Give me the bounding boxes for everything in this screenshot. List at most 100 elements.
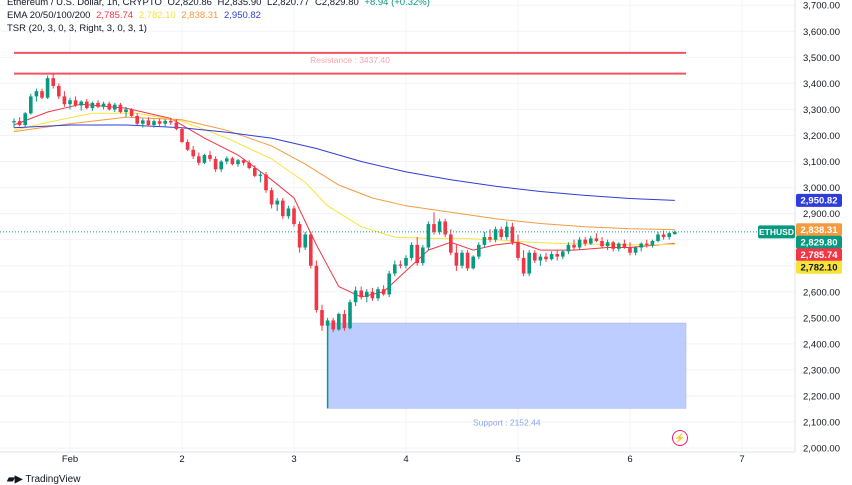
candle: [163, 119, 167, 128]
legend-symbol-line: Ethereum / U.S. Dollar, 1h, CRYPTO O2,82…: [7, 0, 433, 8]
candle: [421, 244, 425, 266]
candle: [460, 250, 464, 269]
candle: [135, 113, 139, 126]
candle: [314, 260, 319, 313]
candle: [281, 197, 285, 219]
candle: [432, 212, 436, 235]
candle: [152, 119, 156, 128]
price-axis[interactable]: 2,000.00 2,100.00 2,200.00 2,300.00 2,400.00…: [794, 0, 840, 455]
candle: [600, 237, 604, 248]
candle: [101, 101, 106, 110]
x-tick-label: 2: [179, 454, 184, 465]
ema-20-line: [13, 103, 675, 298]
time-axis[interactable]: Feb 2 3 4 5 6 7: [0, 451, 795, 465]
candle: [639, 242, 643, 252]
candle: [275, 197, 279, 212]
candle: [337, 312, 341, 331]
candle: [219, 160, 223, 172]
candle: [34, 88, 39, 102]
candle: [90, 101, 95, 111]
y-tick-label: 3,100.00: [803, 157, 840, 168]
price-label: 2,782.10: [796, 260, 842, 274]
candle: [617, 242, 621, 252]
candle: [45, 75, 50, 99]
candle: [269, 187, 274, 209]
candle: [488, 229, 492, 243]
candle: [202, 153, 207, 165]
candle: [482, 231, 487, 248]
candle: [611, 240, 615, 252]
candle: [426, 221, 431, 251]
candle: [129, 108, 134, 118]
support-zone[interactable]: [327, 322, 687, 409]
candle: [566, 242, 571, 255]
candle: [12, 118, 16, 128]
x-tick-label: Feb: [62, 454, 78, 465]
y-tick-label: 2,400.00: [803, 339, 840, 350]
candle: [292, 205, 296, 227]
candle: [622, 239, 627, 249]
svg-text:2,782.10: 2,782.10: [801, 262, 838, 273]
candle: [549, 251, 554, 261]
y-tick-label: 3,200.00: [803, 131, 840, 142]
candle: [544, 252, 548, 262]
candle: [331, 317, 335, 333]
candle: [73, 96, 78, 107]
symbol-name[interactable]: Ethereum / U.S. Dollar, 1h, CRYPTO: [7, 0, 162, 8]
ohlc-open: O2,820.86: [167, 0, 212, 8]
candle: [51, 73, 55, 89]
candle: [538, 254, 543, 266]
candle: [169, 117, 173, 126]
y-tick-label: 3,000.00: [803, 183, 840, 194]
tsr-indicator-name[interactable]: TSR (20, 3, 0, 3, Right, 3, 0, 3, 1): [7, 23, 147, 34]
candle: [381, 285, 386, 296]
candle: [409, 242, 414, 261]
x-tick-label: 3: [291, 454, 296, 465]
tradingview-logo[interactable]: ▰▶ TradingView: [7, 474, 80, 485]
candle: [225, 156, 229, 165]
candle: [253, 165, 257, 178]
ohlc-high: H2,835.90: [217, 0, 262, 8]
candle: [465, 250, 470, 271]
candle: [628, 242, 632, 256]
price-label: 2,829.80: [796, 235, 842, 249]
candle: [62, 91, 67, 107]
candle: [348, 299, 352, 330]
candle: [454, 244, 459, 271]
candle: [449, 229, 453, 256]
candle: [477, 242, 481, 260]
candle: [398, 260, 403, 269]
candle: [365, 289, 369, 303]
resistance-zone[interactable]: [14, 52, 686, 74]
candle: [264, 171, 268, 193]
candle: [241, 158, 246, 166]
candle: [85, 98, 89, 110]
svg-text:2,950.82: 2,950.82: [801, 196, 838, 207]
ema20-value: 2,785.74: [96, 10, 134, 21]
x-tick-label: 7: [739, 454, 744, 465]
y-tick-label: 3,400.00: [803, 79, 840, 90]
legend-tsr-line: TSR (20, 3, 0, 3, Right, 3, 0, 3, 1): [7, 23, 150, 34]
candle: [415, 237, 419, 266]
candle: [213, 156, 218, 172]
y-tick-label: 2,200.00: [803, 391, 840, 402]
y-tick-label: 3,700.00: [803, 1, 840, 12]
x-tick-label: 5: [515, 454, 520, 465]
support-label: Support : 2152.44: [473, 417, 541, 427]
candle: [555, 250, 559, 261]
candle: [499, 226, 503, 240]
candle: [673, 230, 677, 235]
candle: [656, 231, 660, 243]
candle: [258, 171, 263, 183]
ema-indicator-name[interactable]: EMA 20/50/100/200: [7, 10, 91, 21]
price-label: 2,785.74: [796, 248, 842, 262]
candle: [667, 231, 671, 240]
resistance-label: Resistance : 3437.40: [310, 55, 390, 65]
price-change: +8.94 (+0.32%): [364, 0, 430, 8]
lightning-icon[interactable]: ⚡: [672, 430, 688, 446]
y-tick-label: 2,600.00: [803, 287, 840, 298]
y-tick-label: 3,300.00: [803, 105, 840, 116]
candle: [118, 102, 123, 114]
price-labels: 2,950.82 2,838.312,829.80 2,785.742,782.10…: [758, 193, 842, 274]
